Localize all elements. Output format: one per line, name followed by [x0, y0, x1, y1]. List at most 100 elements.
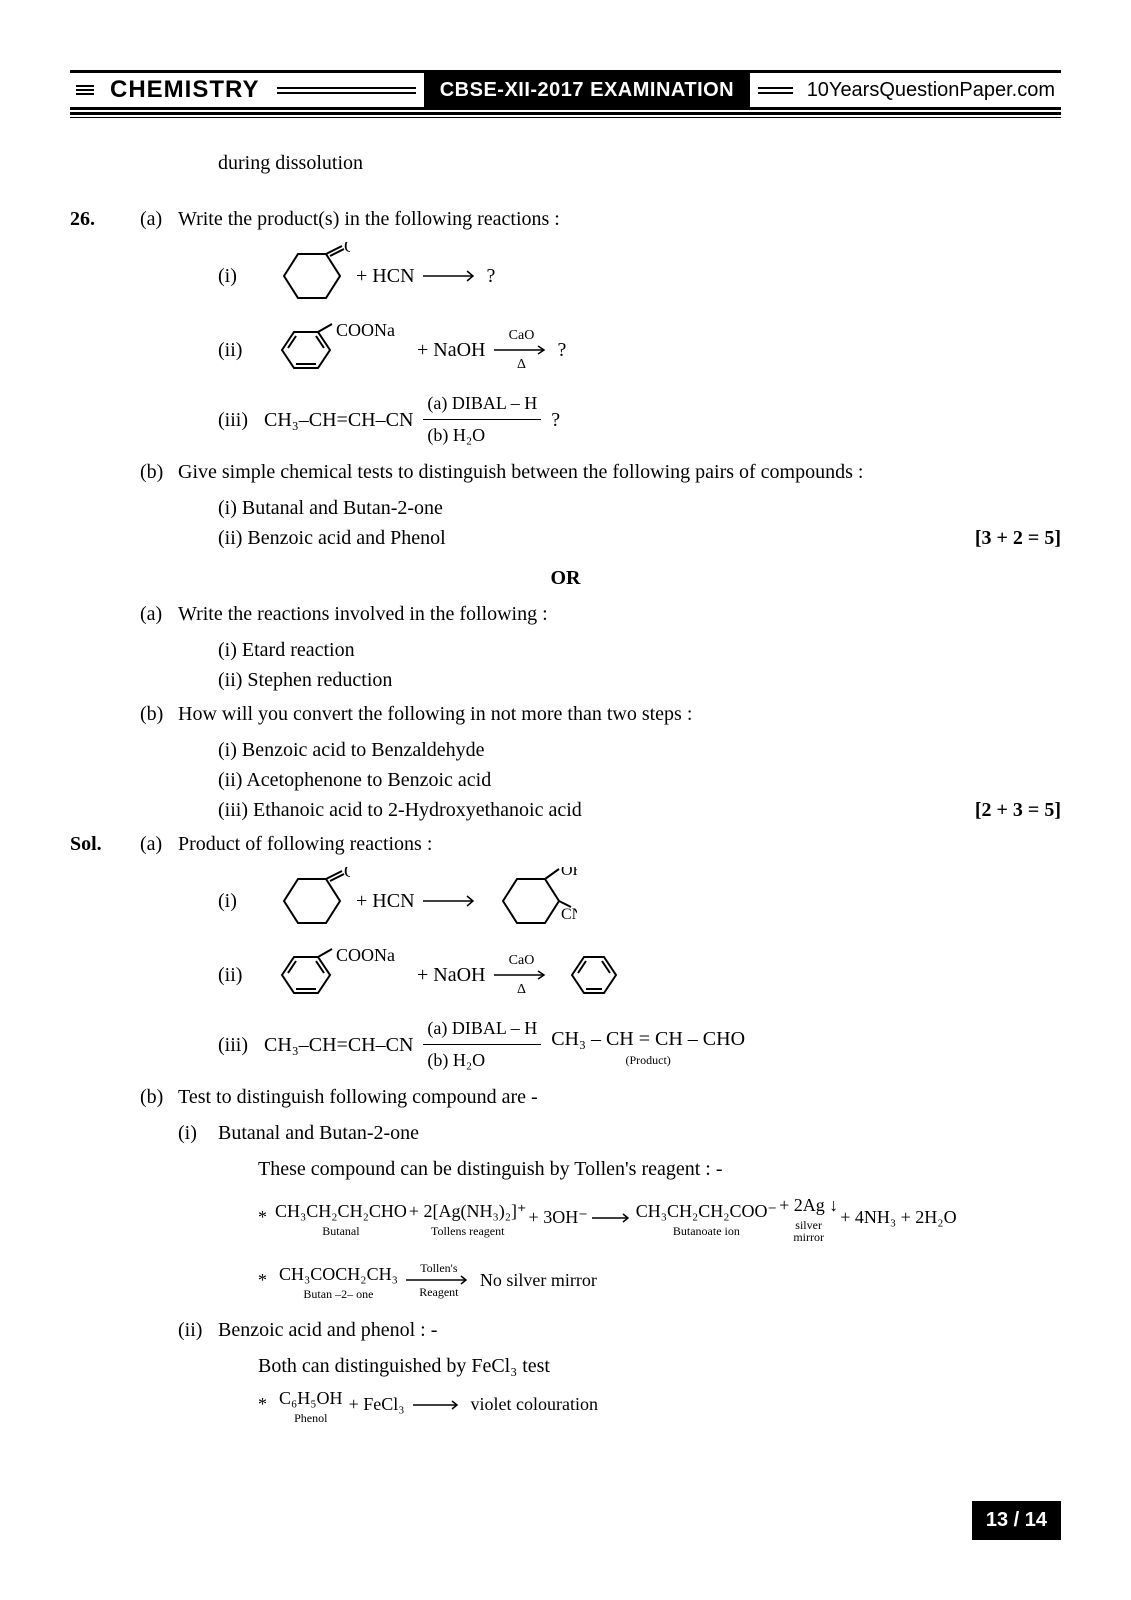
butanone-sub: Butan –2– one [303, 1288, 373, 1300]
sol-i-label: (i) [218, 886, 258, 916]
q26-b-row: (b) Give simple chemical tests to distin… [70, 457, 1061, 487]
q26-b-ii: (ii) Benzoic acid and Phenol [218, 523, 446, 553]
q26-alt-a-row: (a) Write the reactions involved in the … [70, 599, 1061, 629]
sol-b-ii-row: (ii) Benzoic acid and phenol : - [70, 1315, 1061, 1345]
no-silver: No silver mirror [480, 1267, 597, 1294]
sub-iii-label: (iii) [218, 405, 258, 435]
dibal-reagent: (a) DIBAL – H (b) H₂O [423, 390, 541, 449]
sol-plus-naoh: + NaOH [417, 960, 486, 990]
part-b-prompt: Give simple chemical tests to distinguis… [178, 457, 1061, 487]
page-header: CHEMISTRY CBSE-XII-2017 EXAMINATION 10Ye… [70, 70, 1061, 110]
q26-b-ii-line: (ii) Benzoic acid and Phenol [3 + 2 = 5] [70, 523, 1061, 553]
plus-naoh: + NaOH [417, 335, 486, 365]
alt-b-marks: [2 + 3 = 5] [975, 795, 1061, 825]
sol-coona-label: COONa [336, 942, 395, 969]
header-underline [70, 112, 1061, 118]
tollens-arrow: Tollen's Reagent [404, 1257, 474, 1303]
alt-a-label: (a) [140, 599, 178, 629]
arrow-icon [421, 266, 481, 286]
benzene-icon [558, 947, 618, 1003]
alt-a-ii: (ii) Stephen reduction [70, 665, 1061, 695]
alt-b-label: (b) [140, 699, 178, 729]
sol-dibal-bot: (b) H₂O [423, 1045, 489, 1074]
sol-b-label: (b) [140, 1082, 178, 1112]
sol-b-ii-title: Benzoic acid and phenol : - [218, 1315, 1061, 1345]
rest-products: + 4NH₃ + 2H₂O [840, 1204, 956, 1231]
plus-fecl3: + FeCl₃ [349, 1391, 405, 1418]
page-number-badge: 13 / 14 [972, 1501, 1061, 1540]
cyanohydrin-icon: OH CN [487, 867, 577, 935]
butanoate: CH₃CH₂CH₂COO⁻ [636, 1198, 777, 1225]
sol-dibal-top: (a) DIBAL – H [423, 1015, 541, 1045]
q26-b-i: (i) Butanal and Butan-2-one [70, 493, 1061, 523]
arrow-icon [590, 1211, 634, 1225]
sol-arrow-cao: CaO Δ [492, 948, 552, 1002]
alt-a-prompt: Write the reactions involved in the foll… [178, 599, 1061, 629]
arrow-icon [411, 1398, 465, 1412]
svg-text:O: O [344, 242, 350, 256]
cyclohexanone-icon: O [264, 242, 350, 310]
sol-product-sub: (Product) [625, 1054, 670, 1066]
tollens-sub: Tollens reagent [431, 1225, 504, 1237]
arrow-top-cao: CaO [509, 325, 535, 346]
eq2-bot: Reagent [419, 1283, 458, 1301]
plus3oh: + 3OH⁻ [529, 1204, 588, 1231]
subject-title: CHEMISTRY [100, 76, 269, 104]
sol-arrow-bot: Δ [517, 979, 526, 1000]
violet: violet colouration [471, 1391, 598, 1418]
dibal-top: (a) DIBAL – H [423, 390, 541, 420]
sol-a-i: (i) O + HCN OH CN [70, 867, 1061, 935]
sol-b-ii-line: Both can distinguished by FeCl₃ test [70, 1351, 1061, 1381]
arrow-icon [421, 891, 481, 911]
sol-b-i-line: These compound can be distinguish by Tol… [70, 1154, 1061, 1184]
sol-a-prompt: Product of following reactions : [178, 829, 1061, 859]
sol-b-row: (b) Test to distinguish following compou… [70, 1082, 1061, 1112]
sol-label: Sol. [70, 829, 140, 859]
header-stripe-left [70, 85, 100, 95]
sol-a-ii: (ii) COONa + NaOH CaO Δ [70, 943, 1061, 1007]
sol-ii-label: (ii) [218, 960, 258, 990]
sol-b-i-label: (i) [178, 1118, 218, 1148]
silver: + 2Ag ↓ [779, 1192, 838, 1219]
alt-b-iii: (iii) Ethanoic acid to 2-Hydroxyethanoic… [218, 795, 582, 825]
sol-product-formula: CH₃ – CH = CH – CHO [551, 1024, 745, 1054]
phenol-sub: Phenol [294, 1412, 327, 1424]
sub-ii-label: (ii) [218, 335, 258, 365]
sol-arrow-top: CaO [509, 950, 535, 971]
q26-row: 26. (a) Write the product(s) in the foll… [70, 204, 1061, 234]
q-mark: ? [487, 261, 496, 291]
sol-row: Sol. (a) Product of following reactions … [70, 829, 1061, 859]
star3: * [258, 1391, 267, 1418]
q26-a-iii: (iii) CH₃–CH=CH–CN (a) DIBAL – H (b) H₂O… [70, 390, 1061, 449]
q26-alt-b-row: (b) How will you convert the following i… [70, 699, 1061, 729]
site-name: 10YearsQuestionPaper.com [801, 79, 1061, 102]
continuation-line: during dissolution [70, 148, 1061, 178]
alt-b-ii: (ii) Acetophenone to Benzoic acid [70, 765, 1061, 795]
page: CHEMISTRY CBSE-XII-2017 EXAMINATION 10Ye… [0, 0, 1131, 1600]
content-body: during dissolution 26. (a) Write the pro… [70, 148, 1061, 1424]
coona-label: COONa [336, 317, 395, 344]
butanoate-sub: Butanoate ion [673, 1225, 740, 1237]
q-mark-iii: ? [551, 405, 560, 435]
sol-b-ii-label: (ii) [178, 1315, 218, 1345]
header-inner: CHEMISTRY CBSE-XII-2017 EXAMINATION 10Ye… [70, 71, 1061, 110]
cyclohexanone-icon: O [264, 867, 350, 935]
sol-product-iii: CH₃ – CH = CH – CHO (Product) [551, 1024, 745, 1066]
alt-b-prompt: How will you convert the following in no… [178, 699, 1061, 729]
dibal-bot: (b) H₂O [423, 420, 489, 449]
svg-text:O: O [344, 867, 350, 881]
sol-b-i-eq1: * CH₃CH₂CH₂CHOButanal + 2[Ag(NH₃)₂]⁺Toll… [70, 1192, 1061, 1243]
benzene-coona-icon [264, 943, 334, 1007]
part-a-label: (a) [140, 204, 178, 234]
plus-hcn: + HCN [356, 261, 415, 291]
butanone: CH₃COCH₂CH₃ [279, 1261, 398, 1288]
header-stripe-mid-left [269, 87, 423, 94]
sol-reactant-iii: CH₃–CH=CH–CN [264, 1030, 413, 1060]
reactant-iii: CH₃–CH=CH–CN [264, 405, 413, 435]
sol-b-prompt: Test to distinguish following compound a… [178, 1082, 1061, 1112]
svg-text:CN: CN [561, 906, 577, 923]
eq2-top: Tollen's [420, 1259, 457, 1277]
sol-b-i-title: Butanal and Butan-2-one [218, 1118, 1061, 1148]
header-stripe-mid-right [750, 87, 801, 94]
svg-text:OH: OH [561, 867, 577, 879]
